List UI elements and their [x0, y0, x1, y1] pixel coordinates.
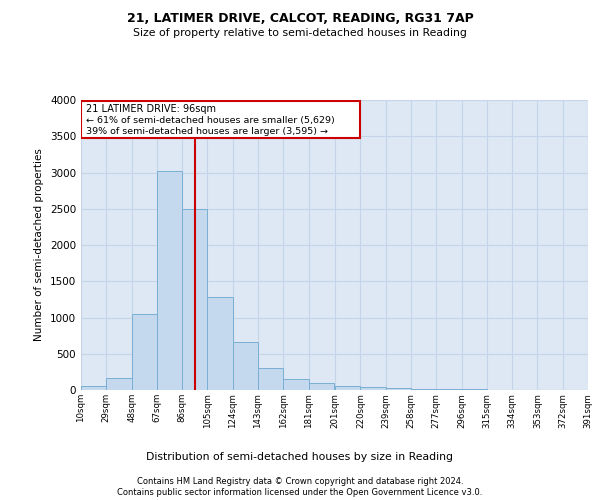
- Bar: [131, 314, 157, 390]
- Text: ← 61% of semi-detached houses are smaller (5,629): ← 61% of semi-detached houses are smalle…: [86, 116, 335, 125]
- Text: Distribution of semi-detached houses by size in Reading: Distribution of semi-detached houses by …: [146, 452, 454, 462]
- Bar: [335, 386, 361, 390]
- Bar: [233, 342, 258, 390]
- Bar: [411, 388, 436, 390]
- Bar: [258, 368, 283, 390]
- Bar: [157, 171, 182, 390]
- Bar: [81, 386, 106, 390]
- FancyBboxPatch shape: [81, 102, 361, 138]
- Text: Contains HM Land Registry data © Crown copyright and database right 2024.: Contains HM Land Registry data © Crown c…: [137, 476, 463, 486]
- Text: 21, LATIMER DRIVE, CALCOT, READING, RG31 7AP: 21, LATIMER DRIVE, CALCOT, READING, RG31…: [127, 12, 473, 26]
- Bar: [182, 209, 208, 390]
- Y-axis label: Number of semi-detached properties: Number of semi-detached properties: [34, 148, 44, 342]
- Bar: [106, 378, 131, 390]
- Bar: [361, 387, 386, 390]
- Bar: [283, 379, 308, 390]
- Bar: [208, 297, 233, 390]
- Text: 39% of semi-detached houses are larger (3,595) →: 39% of semi-detached houses are larger (…: [86, 126, 328, 136]
- Text: Contains public sector information licensed under the Open Government Licence v3: Contains public sector information licen…: [118, 488, 482, 497]
- Text: Size of property relative to semi-detached houses in Reading: Size of property relative to semi-detach…: [133, 28, 467, 38]
- Bar: [386, 388, 411, 390]
- Text: 21 LATIMER DRIVE: 96sqm: 21 LATIMER DRIVE: 96sqm: [86, 104, 217, 115]
- Bar: [308, 384, 334, 390]
